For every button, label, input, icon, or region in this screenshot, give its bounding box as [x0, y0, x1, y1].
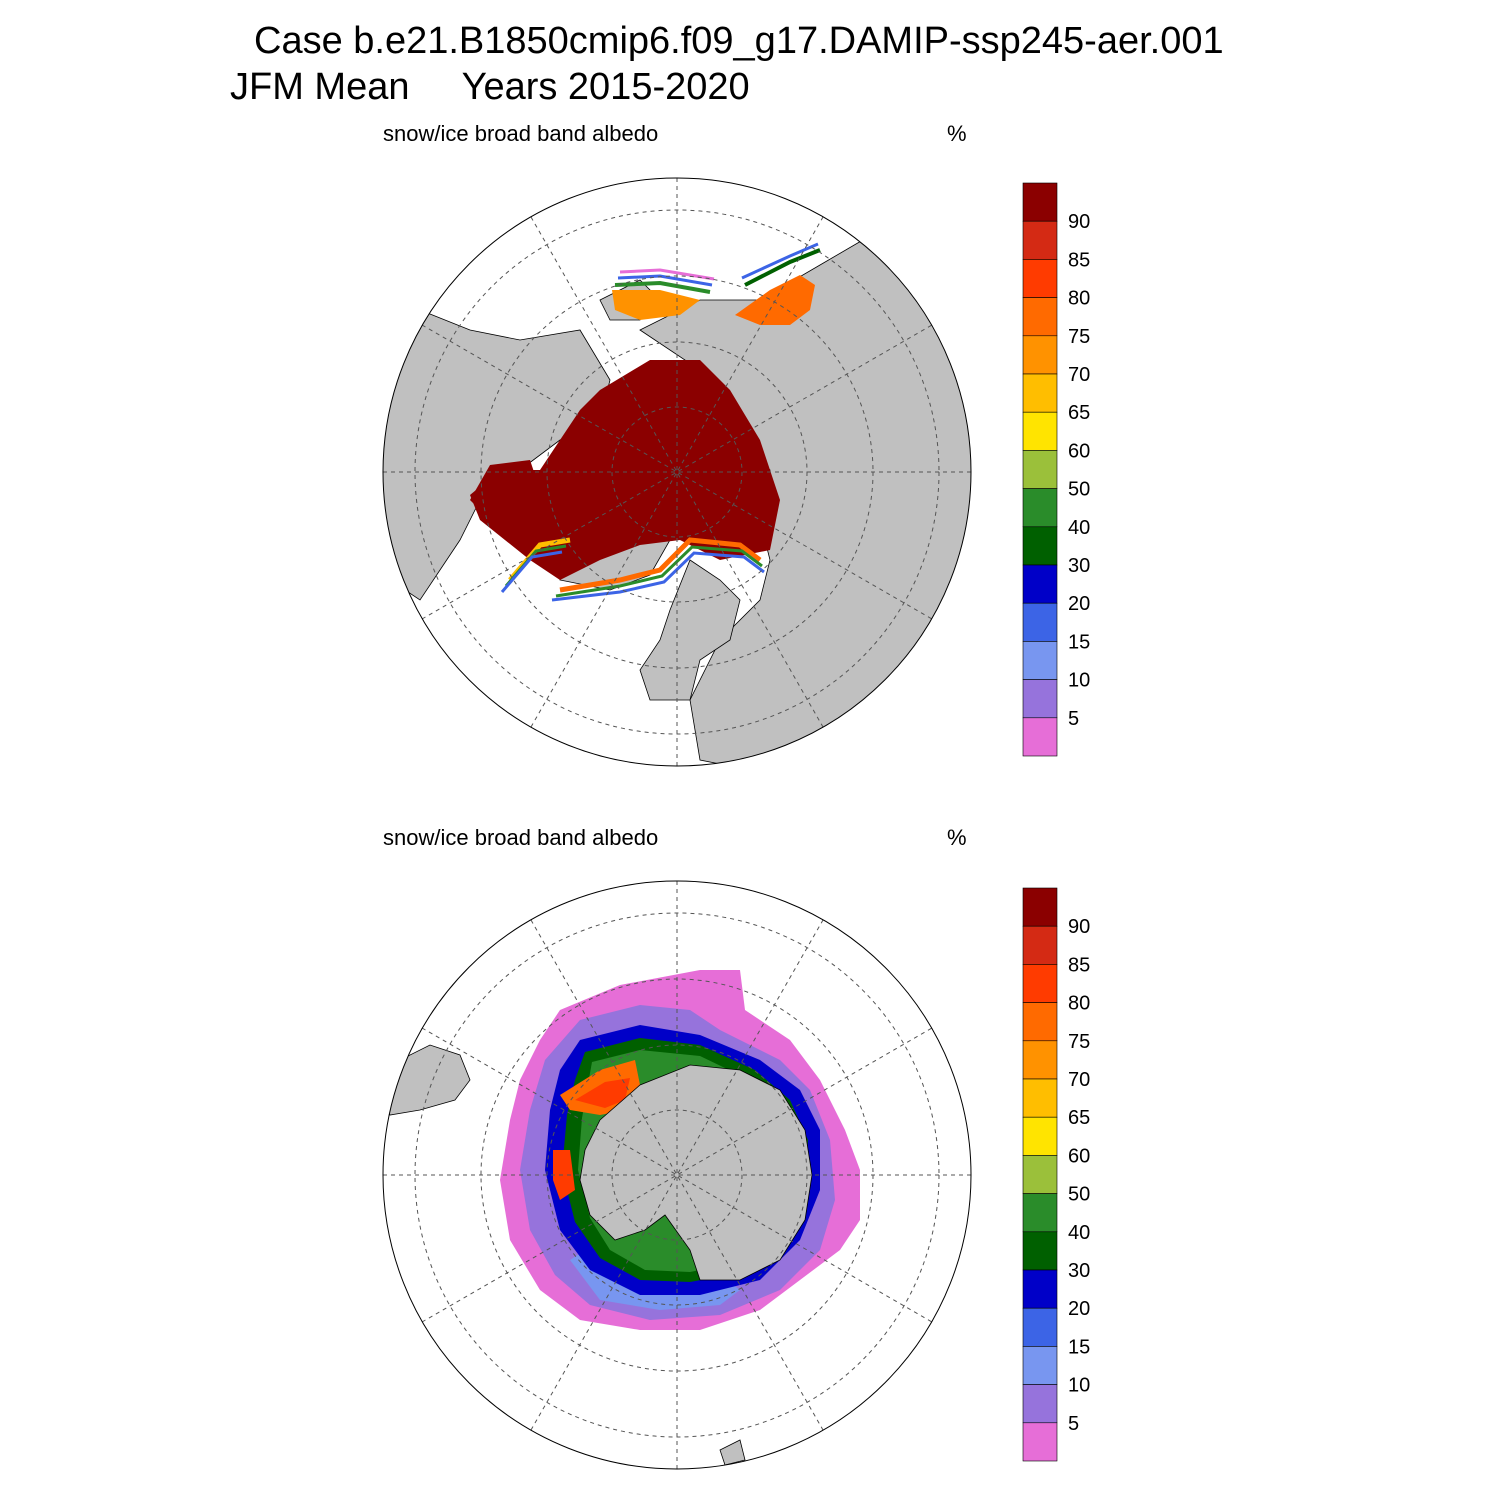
north-colorbar-label: 70 — [1068, 364, 1090, 386]
north-ice-bering-edge-pink — [619, 268, 715, 281]
north-ice-edge-labrador-blue — [500, 550, 563, 593]
north-colorbar-label: 10 — [1068, 670, 1090, 692]
south-ice-ross — [553, 1150, 575, 1200]
north-colorbar-swatch — [1022, 526, 1058, 566]
south-colorbar-swatch — [1022, 1193, 1058, 1233]
north-colorbar-label: 40 — [1068, 517, 1090, 539]
south-colorbar-label: 75 — [1068, 1031, 1090, 1053]
south-colorbar-swatch — [1022, 1002, 1058, 1042]
south-polar-map — [382, 880, 972, 1470]
north-colorbar-swatch — [1022, 602, 1058, 642]
south-units-label: % — [947, 825, 967, 850]
south-map-border — [382, 880, 972, 1470]
north-colorbar-label: 75 — [1068, 326, 1090, 348]
south-colorbar-label: 20 — [1068, 1298, 1090, 1320]
north-colorbar-swatch — [1022, 373, 1058, 413]
north-ice-okhotsk-edge-blue — [741, 242, 819, 280]
north-colorbar-swatch — [1022, 717, 1058, 757]
south-colorbar-swatch — [1022, 1040, 1058, 1080]
north-colorbar-label: 15 — [1068, 631, 1090, 653]
south-colorbar-label: 65 — [1068, 1107, 1090, 1129]
figure-title-case: Case b.e21.B1850cmip6.f09_g17.DAMIP-ssp2… — [254, 20, 1224, 62]
south-colorbar-swatch — [1022, 1346, 1058, 1385]
south-colorbar-label: 50 — [1068, 1184, 1090, 1206]
north-graticule — [383, 178, 971, 766]
north-colorbar-label: 50 — [1068, 479, 1090, 501]
north-ice-edge-greenland — [559, 537, 762, 593]
north-colorbar-swatch — [1022, 411, 1058, 451]
north-colorbar-label: 5 — [1068, 708, 1079, 730]
north-colorbar-swatch — [1022, 335, 1058, 375]
south-colorbar-label: 40 — [1068, 1222, 1090, 1244]
south-colorbar-label: 90 — [1068, 916, 1090, 938]
north-colorbar: 90 85 80 75 70 65 60 50 40 30 20 15 10 5 — [1022, 182, 1090, 757]
north-colorbar-swatch — [1022, 182, 1058, 222]
north-land-europe — [639, 559, 741, 701]
north-colorbar-swatch — [1022, 259, 1058, 298]
north-ice-bering — [612, 290, 700, 320]
south-land-island — [719, 1439, 746, 1466]
north-colorbar-swatch — [1022, 450, 1058, 489]
south-variable-label: snow/ice broad band albedo — [383, 825, 659, 850]
south-colorbar-swatch — [1022, 1231, 1058, 1271]
south-colorbar-swatch — [1022, 925, 1058, 965]
south-colorbar-label: 80 — [1068, 993, 1090, 1015]
north-colorbar-label: 60 — [1068, 440, 1090, 462]
south-colorbar-swatch — [1022, 1384, 1058, 1424]
south-colorbar-swatch — [1022, 1307, 1058, 1347]
north-ice-okhotsk-edge — [744, 248, 821, 287]
north-variable-label: snow/ice broad band albedo — [383, 121, 659, 146]
figure-title-period: JFM Mean Years 2015-2020 — [230, 66, 750, 108]
north-colorbar-label: 30 — [1068, 555, 1090, 577]
south-colorbar-swatch — [1022, 1116, 1058, 1156]
north-ice-core — [470, 360, 780, 580]
south-colorbar: 90 85 80 75 70 65 60 50 40 30 20 15 10 5 — [1022, 887, 1090, 1462]
south-ice-weddell-red — [575, 1078, 630, 1108]
north-colorbar-label: 65 — [1068, 402, 1090, 424]
south-colorbar-swatch — [1022, 887, 1058, 927]
south-colorbar-label: 10 — [1068, 1375, 1090, 1397]
north-ice-bering-edge-blue — [617, 274, 713, 287]
north-units-label: % — [947, 121, 967, 146]
south-colorbar-swatch — [1022, 964, 1058, 1003]
south-colorbar-label: 15 — [1068, 1336, 1090, 1358]
south-colorbar-label: 30 — [1068, 1260, 1090, 1282]
north-colorbar-swatch — [1022, 297, 1058, 337]
north-colorbar-label: 90 — [1068, 211, 1090, 233]
north-colorbar-swatch — [1022, 488, 1058, 528]
north-colorbar-label: 20 — [1068, 593, 1090, 615]
south-graticule — [383, 881, 971, 1469]
south-land-antarctica — [579, 1064, 813, 1281]
north-colorbar-swatch — [1022, 641, 1058, 680]
south-colorbar-swatch — [1022, 1422, 1058, 1462]
north-ice-edge-greenland-green — [555, 545, 763, 598]
north-colorbar-label: 85 — [1068, 249, 1090, 271]
south-colorbar-label: 85 — [1068, 954, 1090, 976]
south-colorbar-label: 70 — [1068, 1069, 1090, 1091]
south-colorbar-label: 5 — [1068, 1413, 1079, 1435]
north-polar-map — [382, 177, 972, 767]
south-colorbar-swatch — [1022, 1155, 1058, 1194]
north-colorbar-label: 80 — [1068, 288, 1090, 310]
north-map-border — [382, 177, 972, 767]
south-colorbar-label: 60 — [1068, 1145, 1090, 1167]
north-colorbar-swatch — [1022, 679, 1058, 719]
north-ice-bering-edge — [614, 280, 711, 294]
south-colorbar-swatch — [1022, 1078, 1058, 1118]
south-colorbar-swatch — [1022, 1269, 1058, 1309]
north-ice-edge-greenland-blue — [551, 551, 765, 602]
north-colorbar-swatch — [1022, 220, 1058, 260]
north-colorbar-swatch — [1022, 564, 1058, 604]
